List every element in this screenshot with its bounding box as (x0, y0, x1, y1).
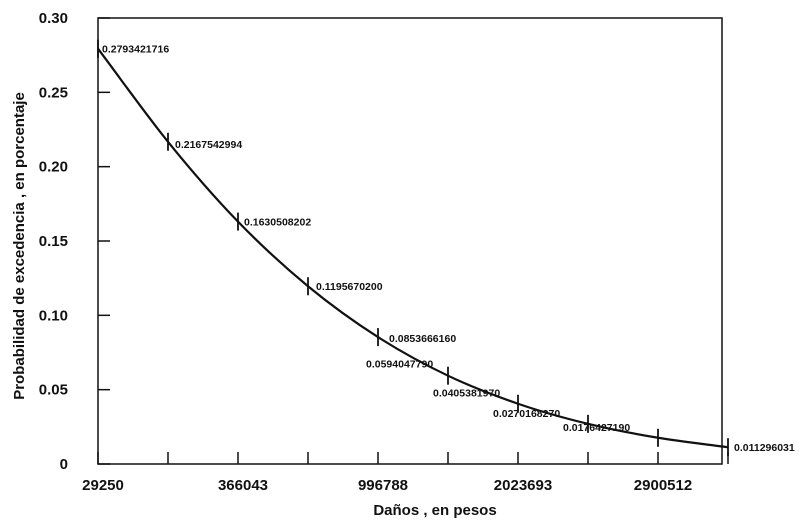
x-axis-title: Daños , en pesos (373, 502, 496, 519)
data-label: 0.2167542994 (175, 139, 242, 151)
x-tick-label: 2900512 (634, 477, 692, 494)
x-tick-label: 996788 (358, 477, 408, 494)
data-labels: 0.2793421716 0.2167542994 0.1630508202 0.11… (102, 44, 795, 454)
x-tick-label: 366043 (218, 477, 268, 494)
y-axis-ticks: 0 0.05 0.10 0.15 0.20 0.25 0.30 (39, 10, 110, 473)
data-label: 0.1630508202 (244, 217, 311, 229)
data-label: 0.0853666160 (389, 333, 456, 345)
plot-frame (97, 17, 723, 465)
data-label: 0.0405381970 (433, 388, 500, 400)
data-label: 0.0176427190 (563, 422, 630, 434)
x-tick-label: 2023693 (494, 477, 552, 494)
y-tick-label: 0.30 (39, 10, 68, 27)
data-label: 0.0270168270 (493, 408, 560, 420)
y-tick-label: 0.05 (39, 382, 68, 399)
data-label: 0.0594047790 (366, 359, 433, 371)
exceedance-curve (97, 48, 729, 449)
x-tick-label: 29250 (82, 477, 124, 494)
y-tick-label: 0.25 (39, 84, 68, 101)
y-tick-label: 0.20 (39, 159, 68, 176)
y-tick-label: 0.15 (39, 233, 68, 250)
y-tick-label: 0 (60, 456, 68, 473)
y-tick-label: 0.10 (39, 307, 68, 324)
x-axis-ticks: 29250 366043 996788 2023693 2900512 (82, 452, 729, 494)
y-axis-title: Probabilidad de excedencia , en porcenta… (11, 92, 28, 400)
data-point-markers (97, 39, 729, 457)
data-label: 0.2793421716 (102, 44, 169, 56)
data-label: 0.011296031 (734, 442, 795, 454)
data-label: 0.1195670200 (316, 281, 383, 293)
